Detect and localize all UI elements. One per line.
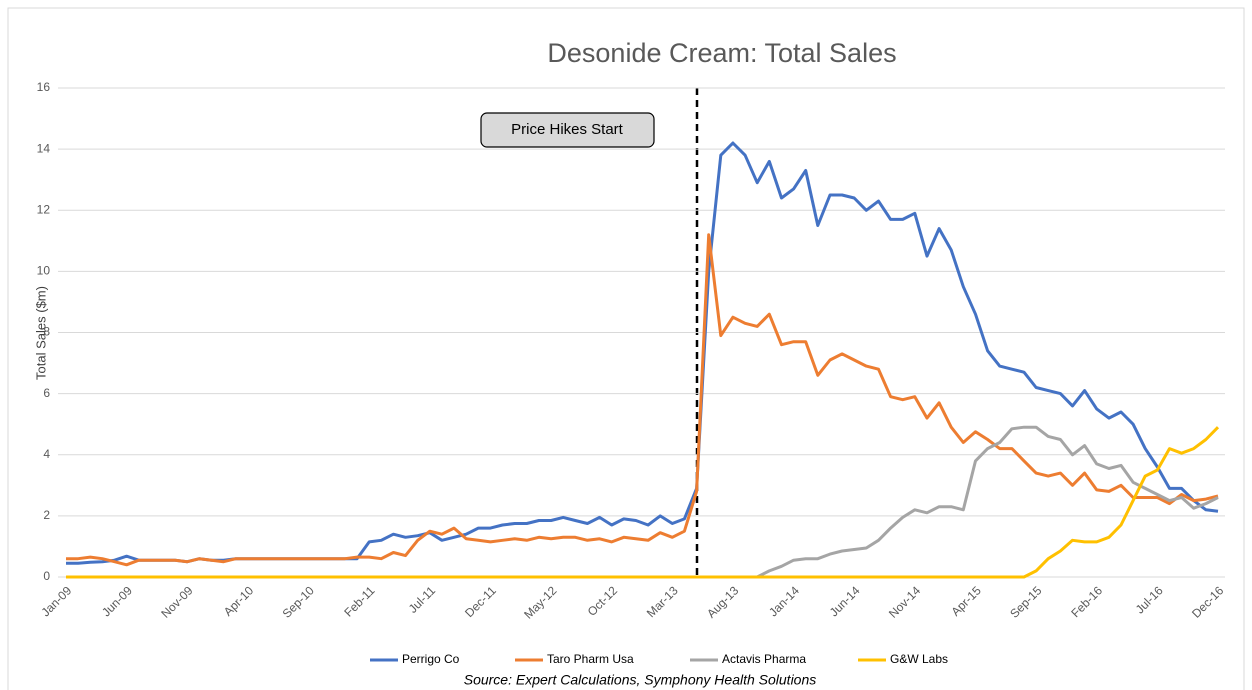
x-tick-label: Jun-14 — [827, 583, 863, 619]
chart-frame — [7, 7, 1245, 690]
legend-label: Actavis Pharma — [722, 652, 806, 666]
y-tick-label: 4 — [43, 447, 50, 461]
y-tick-label: 8 — [43, 325, 50, 339]
y-tick-label: 2 — [43, 508, 50, 522]
source: Source: Expert Calculations, Symphony He… — [464, 672, 817, 688]
y-tick-label: 6 — [43, 386, 50, 400]
x-tick-label: Oct-12 — [585, 583, 621, 619]
y-tick-label: 10 — [37, 264, 51, 278]
legend-label: Perrigo Co — [402, 652, 460, 666]
annotation: Price Hikes Start — [511, 121, 624, 138]
x-tick-label: Sep-15 — [1007, 583, 1044, 620]
x-tick-label: Nov-09 — [158, 583, 195, 620]
series-line — [66, 141, 1219, 565]
chart-title: Desonide Cream: Total Sales — [547, 38, 896, 68]
x-tick-label: Apr-10 — [221, 583, 257, 619]
x-tick-label: Apr-15 — [948, 583, 984, 619]
x-tick-label: May-12 — [521, 583, 559, 621]
annotation-box — [480, 112, 655, 148]
x-tick-label: Jul-16 — [1133, 583, 1166, 616]
x-tick-label: Aug-13 — [704, 583, 741, 620]
x-tick-label: Dec-16 — [1189, 583, 1226, 620]
x-tick-label: Jan-14 — [766, 583, 802, 619]
x-tick-label: Sep-10 — [280, 583, 317, 620]
series-line — [66, 425, 1219, 579]
x-tick-label: Jul-11 — [406, 583, 439, 616]
y-tick-label: 0 — [43, 569, 50, 583]
y-tick-label: 14 — [37, 141, 51, 155]
x-tick-label: Feb-11 — [341, 583, 377, 619]
x-tick-label: Jan-09 — [39, 583, 75, 619]
x-tick-label: Mar-13 — [644, 583, 681, 620]
series-line — [66, 233, 1219, 567]
y-tick-label: 16 — [37, 80, 51, 94]
y-tick-label: 12 — [37, 202, 51, 216]
x-tick-label: Jun-09 — [99, 583, 135, 619]
series-line — [66, 426, 1220, 579]
x-tick-label: Dec-11 — [462, 583, 499, 620]
x-tick-label: Feb-16 — [1068, 583, 1105, 620]
y-axis-label: Total Sales ($m) — [33, 286, 48, 380]
legend-label: Taro Pharm Usa — [547, 652, 634, 666]
legend-label: G&W Labs — [890, 652, 948, 666]
x-tick-label: Nov-14 — [886, 583, 923, 620]
